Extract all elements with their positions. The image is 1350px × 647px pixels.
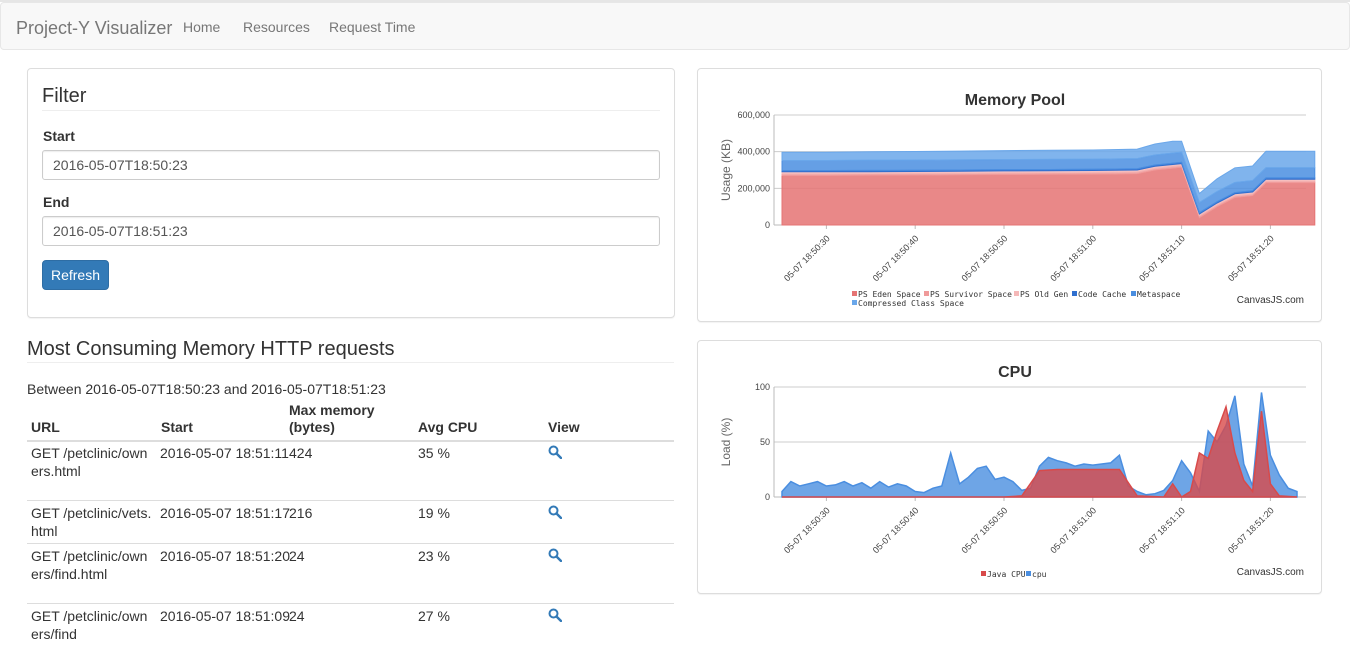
- legend-marker: [1072, 291, 1077, 296]
- col-start: Start: [161, 419, 193, 435]
- row-url: GET /petclinic/owners/find: [31, 608, 148, 642]
- row-avg-cpu: 19 %: [418, 505, 450, 521]
- row-avg-cpu: 23 %: [418, 548, 450, 564]
- chart-title: Memory Pool: [965, 92, 1065, 109]
- legend-marker: [1026, 571, 1031, 576]
- x-tick-label: 05-07 18:51:00: [1048, 505, 1098, 555]
- legend-label: Metaspace: [1137, 290, 1181, 299]
- legend-marker: [981, 571, 986, 576]
- row-max-memory: 24: [289, 608, 305, 624]
- row-max-memory: 216: [289, 505, 313, 521]
- col-avg-cpu: Avg CPU: [418, 419, 478, 435]
- cpu-panel: CPU 0 50 100 Load (%) 05-07 18:50:30 05-07 18:…: [697, 340, 1322, 594]
- end-label: End: [43, 194, 70, 210]
- legend-label: Code Cache: [1078, 290, 1126, 299]
- legend-label: Java CPU: [987, 570, 1026, 579]
- row-url: GET /petclinic/vets.html: [31, 505, 152, 539]
- search-icon[interactable]: [548, 608, 562, 622]
- x-tick-label: 05-07 18:50:50: [960, 505, 1010, 555]
- row-url: GET /petclinic/owners.html: [31, 445, 148, 479]
- y-tick-label: 50: [760, 437, 770, 447]
- cpu-chart: CPU 0 50 100 Load (%) 05-07 18:50:30 05-07 18:…: [719, 364, 1306, 579]
- row-max-memory: 424: [289, 445, 313, 461]
- search-icon[interactable]: [548, 548, 562, 562]
- start-input[interactable]: [42, 150, 660, 180]
- legend-marker: [1014, 291, 1019, 296]
- area-java-cpu: [782, 404, 1298, 499]
- y-tick-label: 0: [765, 220, 770, 230]
- row-max-memory: 24: [289, 548, 305, 564]
- canvasjs-credit: CanvasJS.com: [1237, 295, 1304, 306]
- x-tick-label: 05-07 18:51:10: [1137, 233, 1187, 283]
- navbar: Project-Y Visualizer Home Resources Requ…: [0, 2, 1350, 50]
- y-tick-label: 400,000: [737, 147, 770, 157]
- requests-range: Between 2016-05-07T18:50:23 and 2016-05-…: [27, 381, 386, 397]
- y-tick-label: 600,000: [737, 110, 770, 120]
- row-avg-cpu: 27 %: [418, 608, 450, 624]
- x-tick-label: 05-07 18:51:20: [1226, 233, 1276, 283]
- table-row: GET /petclinic/vets.html 2016-05-07 18:5…: [27, 500, 674, 543]
- x-tick-label: 05-07 18:51:10: [1137, 505, 1187, 555]
- legend-label: Compressed Class Space: [858, 299, 964, 308]
- legend-marker: [852, 300, 857, 305]
- legend-label: PS Eden Space: [858, 290, 921, 299]
- y-axis-label: Load (%): [719, 418, 733, 467]
- requests-title: Most Consuming Memory HTTP requests: [27, 338, 395, 360]
- filter-title: Filter: [42, 85, 87, 107]
- table-row: GET /petclinic/owners/find.html 2016-05-…: [27, 543, 674, 603]
- legend-marker: [1131, 291, 1136, 296]
- x-tick-label: 05-07 18:50:40: [871, 233, 921, 283]
- col-view: View: [548, 419, 580, 435]
- nav-request-time[interactable]: Request Time: [329, 19, 416, 35]
- legend-label: PS Survivor Space: [930, 290, 1012, 299]
- refresh-button[interactable]: Refresh: [42, 260, 109, 290]
- requests-divider: [27, 362, 674, 363]
- window-top-edge: [0, 0, 1350, 2]
- y-tick-label: 100: [755, 382, 770, 392]
- search-icon[interactable]: [548, 505, 562, 519]
- table-row: GET /petclinic/owners.html 2016-05-07 18…: [27, 440, 674, 500]
- row-avg-cpu: 35 %: [418, 445, 450, 461]
- legend-marker: [924, 291, 929, 296]
- row-start: 2016-05-07 18:51:20: [160, 548, 290, 564]
- filter-panel: Filter Start End Refresh: [27, 68, 675, 318]
- table-header-divider: [27, 440, 674, 442]
- brand[interactable]: Project-Y Visualizer: [16, 18, 173, 38]
- end-input[interactable]: [42, 216, 660, 246]
- area-compressed-class-space: [781, 140, 1316, 204]
- legend-marker: [852, 291, 857, 296]
- start-label: Start: [43, 128, 75, 144]
- chart-title: CPU: [998, 364, 1032, 381]
- x-tick-label: 05-07 18:50:30: [782, 505, 832, 555]
- row-start: 2016-05-07 18:51:09: [160, 608, 290, 624]
- x-tick-label: 05-07 18:50:50: [960, 233, 1010, 283]
- canvasjs-credit: CanvasJS.com: [1237, 567, 1304, 578]
- col-url: URL: [31, 419, 60, 435]
- y-tick-label: 0: [765, 492, 770, 502]
- memory-pool-panel: Memory Pool 0 200,000 400,000 600,000 Usage (…: [697, 68, 1322, 322]
- x-tick-label: 05-07 18:50:30: [782, 233, 832, 283]
- nav-home[interactable]: Home: [183, 19, 221, 35]
- x-tick-label: 05-07 18:51:00: [1048, 233, 1098, 283]
- row-url: GET /petclinic/owners/find.html: [31, 548, 148, 582]
- x-tick-label: 05-07 18:50:40: [871, 505, 921, 555]
- search-icon[interactable]: [548, 445, 562, 459]
- table-row: GET /petclinic/owners/find 2016-05-07 18…: [27, 603, 674, 647]
- row-start: 2016-05-07 18:51:17: [160, 505, 290, 521]
- nav-resources[interactable]: Resources: [243, 19, 310, 35]
- memory-pool-chart: Memory Pool 0 200,000 400,000 600,000 Usage (…: [719, 92, 1316, 308]
- row-start: 2016-05-07 18:51:11: [160, 445, 289, 461]
- filter-divider: [42, 110, 660, 111]
- x-tick-label: 05-07 18:51:20: [1226, 505, 1276, 555]
- y-axis-label: Usage (KB): [719, 139, 733, 201]
- legend-label: PS Old Gen: [1020, 290, 1068, 299]
- col-max-memory: Max memory (bytes): [289, 402, 375, 435]
- legend-label: cpu: [1032, 570, 1047, 579]
- y-tick-label: 200,000: [737, 183, 770, 193]
